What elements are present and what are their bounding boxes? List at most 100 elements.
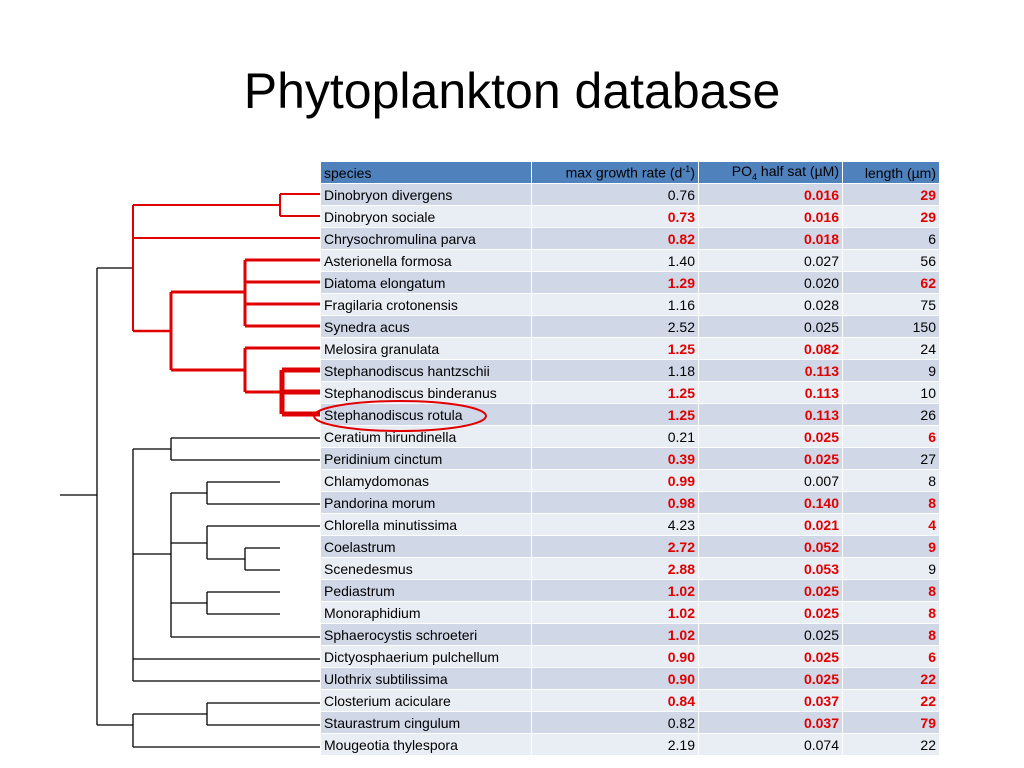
growth-rate-cell: 0.98 <box>531 491 699 514</box>
table-row: Melosira granulata 1.25 0.082 24 <box>320 337 940 360</box>
species-cell: Synedra acus <box>320 315 532 338</box>
table-row: Chrysochromulina parva 0.82 0.018 6 <box>320 227 940 250</box>
species-cell: Diatoma elongatum <box>320 271 532 294</box>
species-cell: Dinobryon sociale <box>320 205 532 228</box>
species-cell: Chlorella minutissima <box>320 513 532 536</box>
po4-half-sat-cell: 0.053 <box>698 557 843 580</box>
growth-rate-cell: 0.90 <box>531 667 699 690</box>
species-cell: Sphaerocystis schroeteri <box>320 623 532 646</box>
col-header-growth: max growth rate (d-1) <box>531 161 699 184</box>
species-cell: Peridinium cinctum <box>320 447 532 470</box>
species-cell: Pediastrum <box>320 579 532 602</box>
table-row: Closterium aciculare 0.84 0.037 22 <box>320 689 940 712</box>
table-row: Stephanodiscus hantzschii 1.18 0.113 9 <box>320 359 940 382</box>
table-row: Stephanodiscus binderanus 1.25 0.113 10 <box>320 381 940 404</box>
po4-header-rest: half sat (µM) <box>757 163 839 180</box>
table-row: Fragilaria crotonensis 1.16 0.028 75 <box>320 293 940 316</box>
species-cell: Scenedesmus <box>320 557 532 580</box>
species-cell: Stephanodiscus hantzschii <box>320 359 532 382</box>
growth-rate-cell: 1.25 <box>531 403 699 426</box>
species-cell: Dinobryon divergens <box>320 183 532 206</box>
po4-half-sat-cell: 0.025 <box>698 667 843 690</box>
species-cell: Mougeotia thylespora <box>320 733 532 756</box>
table-row: Pediastrum 1.02 0.025 8 <box>320 579 940 602</box>
po4-half-sat-cell: 0.140 <box>698 491 843 514</box>
growth-rate-cell: 0.76 <box>531 183 699 206</box>
po4-half-sat-cell: 0.037 <box>698 711 843 734</box>
po4-half-sat-cell: 0.025 <box>698 645 843 668</box>
table-row: Peridinium cinctum 0.39 0.025 27 <box>320 447 940 470</box>
table-row: Sphaerocystis schroeteri 1.02 0.025 8 <box>320 623 940 646</box>
length-cell: 27 <box>842 447 940 470</box>
species-cell: Staurastrum cingulum <box>320 711 532 734</box>
length-cell: 9 <box>842 535 940 558</box>
growth-rate-cell: 1.18 <box>531 359 699 382</box>
length-cell: 79 <box>842 711 940 734</box>
po4-half-sat-cell: 0.025 <box>698 425 843 448</box>
po4-half-sat-cell: 0.021 <box>698 513 843 536</box>
growth-rate-cell: 0.99 <box>531 469 699 492</box>
growth-rate-cell: 1.40 <box>531 249 699 272</box>
length-cell: 22 <box>842 689 940 712</box>
species-cell: Closterium aciculare <box>320 689 532 712</box>
po4-half-sat-cell: 0.052 <box>698 535 843 558</box>
length-cell: 6 <box>842 645 940 668</box>
table-row: Chlamydomonas 0.99 0.007 8 <box>320 469 940 492</box>
length-cell: 75 <box>842 293 940 316</box>
table-row: Chlorella minutissima 4.23 0.021 4 <box>320 513 940 536</box>
table-row: Coelastrum 2.72 0.052 9 <box>320 535 940 558</box>
po4-header-subscript: 4 <box>752 171 758 182</box>
growth-rate-cell: 0.82 <box>531 711 699 734</box>
length-cell: 9 <box>842 557 940 580</box>
growth-header-text: max growth rate (d <box>565 164 683 181</box>
tree-black-branches <box>60 267 320 748</box>
growth-rate-cell: 2.88 <box>531 557 699 580</box>
species-cell: Chlamydomonas <box>320 469 532 492</box>
growth-header-close: ) <box>690 164 695 181</box>
table-row: Stephanodiscus rotula 1.25 0.113 26 <box>320 403 940 426</box>
length-cell: 24 <box>842 337 940 360</box>
length-cell: 10 <box>842 381 940 404</box>
slide-title: Phytoplankton database <box>243 63 781 119</box>
species-cell: Stephanodiscus rotula <box>320 403 532 426</box>
table-row: Staurastrum cingulum 0.82 0.037 79 <box>320 711 940 734</box>
phytoplankton-table: species max growth rate (d-1) PO4 half s… <box>320 161 940 756</box>
col-header-po4: PO4 half sat (µM) <box>698 161 843 184</box>
growth-rate-cell: 0.84 <box>531 689 699 712</box>
po4-half-sat-cell: 0.074 <box>698 733 843 756</box>
table-row: Dinobryon sociale 0.73 0.016 29 <box>320 205 940 228</box>
po4-half-sat-cell: 0.007 <box>698 469 843 492</box>
po4-half-sat-cell: 0.113 <box>698 381 843 404</box>
po4-half-sat-cell: 0.025 <box>698 447 843 470</box>
table-row: Mougeotia thylespora 2.19 0.074 22 <box>320 733 940 756</box>
po4-half-sat-cell: 0.016 <box>698 183 843 206</box>
length-cell: 8 <box>842 491 940 514</box>
phylogenetic-tree <box>60 193 320 748</box>
species-cell: Pandorina morum <box>320 491 532 514</box>
growth-rate-cell: 0.73 <box>531 205 699 228</box>
species-cell: Chrysochromulina parva <box>320 227 532 250</box>
po4-half-sat-cell: 0.113 <box>698 359 843 382</box>
species-cell: Melosira granulata <box>320 337 532 360</box>
po4-half-sat-cell: 0.025 <box>698 601 843 624</box>
length-cell: 9 <box>842 359 940 382</box>
po4-half-sat-cell: 0.027 <box>698 249 843 272</box>
table-row: Asterionella formosa 1.40 0.027 56 <box>320 249 940 272</box>
table-row: Monoraphidium 1.02 0.025 8 <box>320 601 940 624</box>
growth-rate-cell: 0.21 <box>531 425 699 448</box>
length-cell: 8 <box>842 601 940 624</box>
growth-rate-cell: 0.90 <box>531 645 699 668</box>
length-cell: 150 <box>842 315 940 338</box>
length-cell: 62 <box>842 271 940 294</box>
growth-rate-cell: 2.72 <box>531 535 699 558</box>
po4-half-sat-cell: 0.037 <box>698 689 843 712</box>
table-row: Ulothrix subtilissima 0.90 0.025 22 <box>320 667 940 690</box>
col-header-species: species <box>320 161 532 184</box>
po4-half-sat-cell: 0.082 <box>698 337 843 360</box>
po4-half-sat-cell: 0.018 <box>698 227 843 250</box>
species-cell: Ulothrix subtilissima <box>320 667 532 690</box>
growth-header-exponent: -1 <box>682 164 691 175</box>
tree-red-branches <box>132 193 320 417</box>
col-header-length: length (µm) <box>842 161 940 184</box>
length-cell: 22 <box>842 667 940 690</box>
